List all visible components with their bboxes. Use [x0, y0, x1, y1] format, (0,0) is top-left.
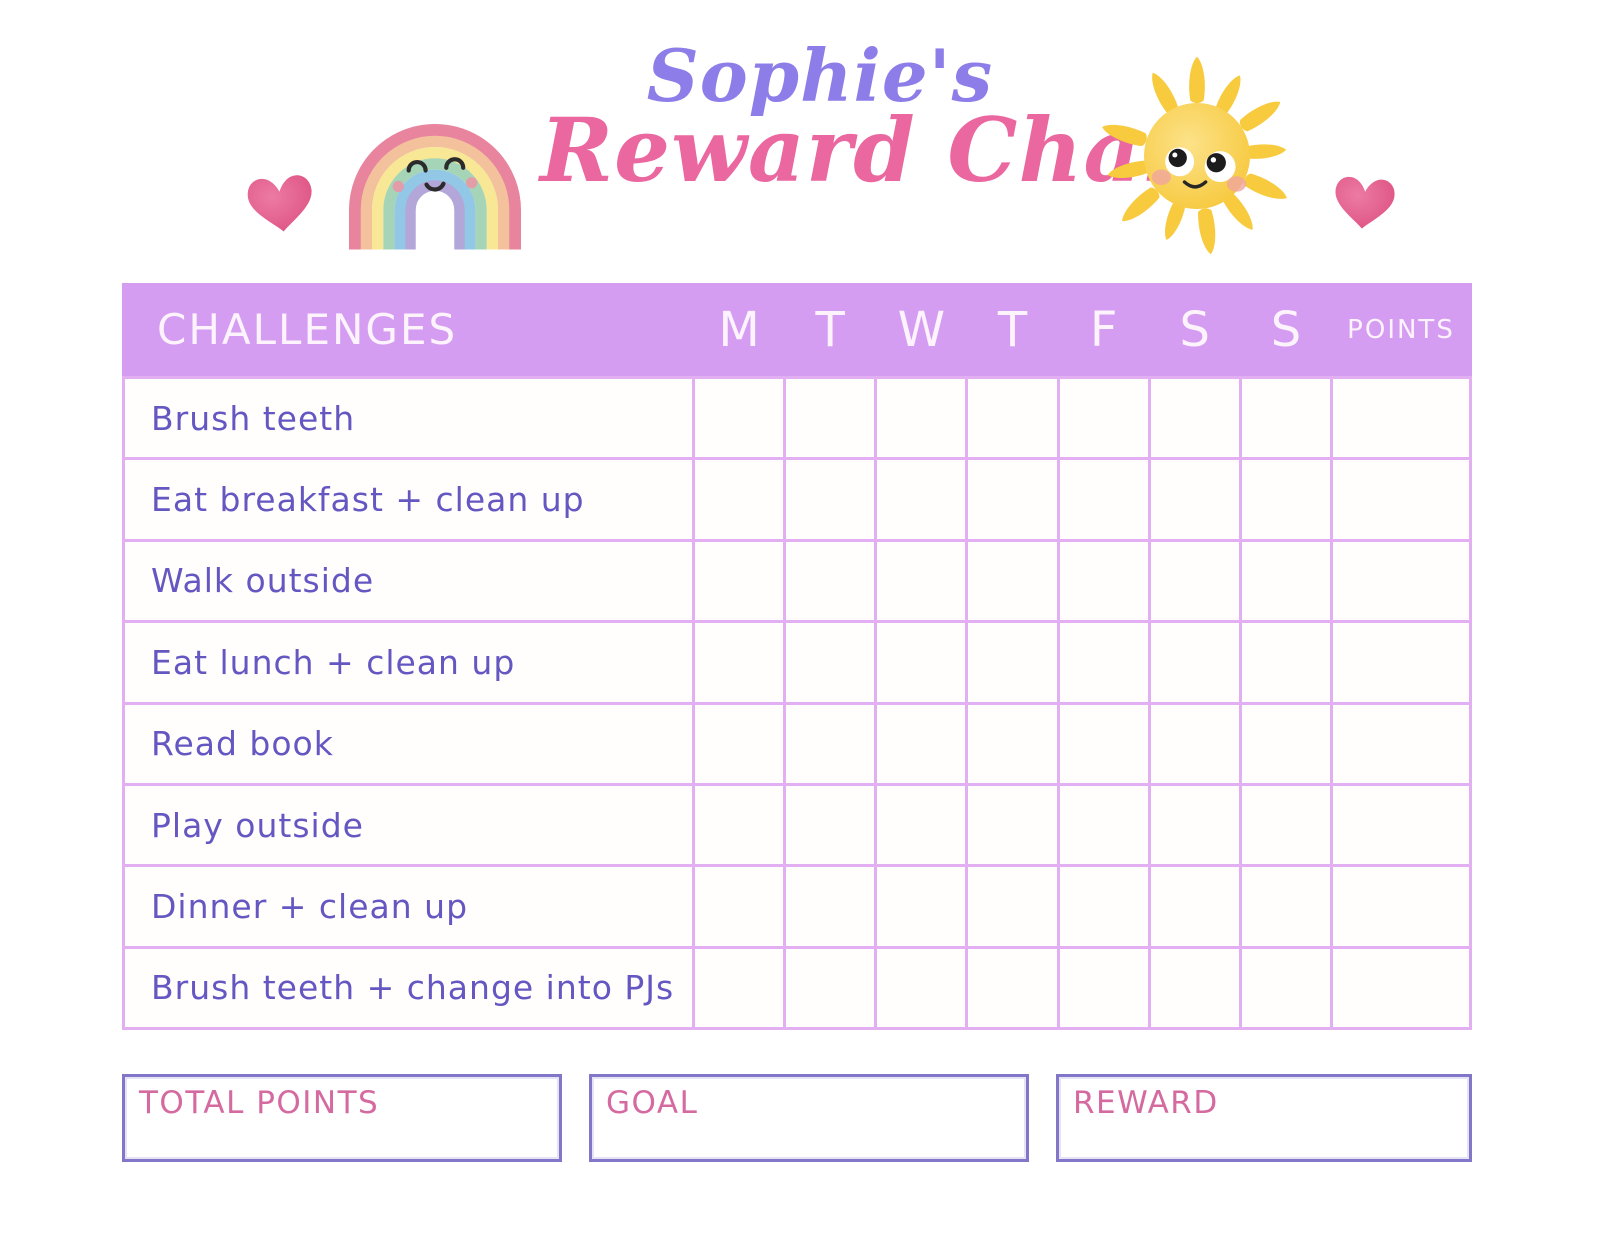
- day-cell[interactable]: [1150, 541, 1239, 621]
- day-cell[interactable]: [1150, 948, 1239, 1027]
- challenge-label: Walk outside: [125, 541, 692, 621]
- challenge-label: Dinner + clean up: [125, 867, 692, 946]
- day-cell[interactable]: [968, 623, 1057, 702]
- day-cell[interactable]: [695, 785, 784, 865]
- points-header: POINTS: [1333, 286, 1469, 373]
- day-cell[interactable]: [786, 948, 875, 1027]
- table-body: Brush teeth Eat breakfast + clean up Walk …: [122, 376, 1472, 1030]
- day-cell[interactable]: [968, 785, 1057, 865]
- day-cell[interactable]: [1059, 379, 1148, 458]
- challenge-label: Brush teeth + change into PJs: [125, 948, 692, 1027]
- day-cell[interactable]: [1059, 948, 1148, 1027]
- reward-box[interactable]: REWARD: [1056, 1074, 1472, 1162]
- day-cell[interactable]: [968, 541, 1057, 621]
- day-cell[interactable]: [1241, 460, 1330, 539]
- page-title: Sophie's Reward Chart: [540, 33, 1231, 202]
- challenge-label: Brush teeth: [125, 379, 692, 458]
- day-cell[interactable]: [1150, 704, 1239, 783]
- points-cell[interactable]: [1333, 867, 1469, 946]
- day-cell[interactable]: [695, 460, 784, 539]
- day-cell[interactable]: [877, 867, 966, 946]
- day-header-wednesday: W: [877, 286, 966, 373]
- day-cell[interactable]: [695, 948, 784, 1027]
- day-cell[interactable]: [1150, 460, 1239, 539]
- table-header: CHALLENGES M T W T F S S POINTS: [122, 283, 1472, 376]
- day-cell[interactable]: [1059, 867, 1148, 946]
- day-cell[interactable]: [786, 867, 875, 946]
- day-cell[interactable]: [786, 460, 875, 539]
- day-cell[interactable]: [877, 460, 966, 539]
- day-cell[interactable]: [1150, 623, 1239, 702]
- points-cell[interactable]: [1333, 623, 1469, 702]
- goal-box[interactable]: GOAL: [589, 1074, 1029, 1162]
- day-cell[interactable]: [1150, 379, 1239, 458]
- day-cell[interactable]: [968, 948, 1057, 1027]
- day-header-friday: F: [1059, 286, 1148, 373]
- sun-icon: [1099, 56, 1291, 256]
- heart-icon: [247, 175, 312, 232]
- points-cell[interactable]: [1333, 541, 1469, 621]
- day-header-tuesday: T: [786, 286, 875, 373]
- day-cell[interactable]: [877, 623, 966, 702]
- day-cell[interactable]: [695, 541, 784, 621]
- day-cell[interactable]: [786, 704, 875, 783]
- challenge-label: Read book: [125, 704, 692, 783]
- challenge-label: Eat lunch + clean up: [125, 623, 692, 702]
- day-cell[interactable]: [1241, 704, 1330, 783]
- day-cell[interactable]: [1241, 379, 1330, 458]
- day-cell[interactable]: [968, 704, 1057, 783]
- day-cell[interactable]: [1059, 785, 1148, 865]
- points-cell[interactable]: [1333, 379, 1469, 458]
- day-cell[interactable]: [877, 948, 966, 1027]
- day-header-saturday: S: [1150, 286, 1239, 373]
- day-cell[interactable]: [1241, 948, 1330, 1027]
- day-cell[interactable]: [1241, 785, 1330, 865]
- day-cell[interactable]: [786, 785, 875, 865]
- day-cell[interactable]: [1059, 541, 1148, 621]
- points-cell[interactable]: [1333, 704, 1469, 783]
- day-cell[interactable]: [786, 379, 875, 458]
- day-cell[interactable]: [968, 867, 1057, 946]
- day-cell[interactable]: [1059, 460, 1148, 539]
- day-cell[interactable]: [786, 623, 875, 702]
- day-cell[interactable]: [877, 379, 966, 458]
- points-cell[interactable]: [1333, 948, 1469, 1027]
- day-cell[interactable]: [695, 623, 784, 702]
- day-cell[interactable]: [695, 379, 784, 458]
- day-cell[interactable]: [1241, 623, 1330, 702]
- day-cell[interactable]: [877, 785, 966, 865]
- challenges-header: CHALLENGES: [125, 286, 692, 373]
- goal-label: GOAL: [606, 1085, 699, 1121]
- day-cell[interactable]: [1241, 541, 1330, 621]
- points-cell[interactable]: [1333, 785, 1469, 865]
- day-cell[interactable]: [1241, 867, 1330, 946]
- day-cell[interactable]: [1150, 785, 1239, 865]
- total-points-box[interactable]: TOTAL POINTS: [122, 1074, 562, 1162]
- points-cell[interactable]: [1333, 460, 1469, 539]
- day-header-sunday: S: [1241, 286, 1330, 373]
- rainbow-icon: [348, 123, 522, 250]
- day-cell[interactable]: [786, 541, 875, 621]
- challenge-label: Play outside: [125, 785, 692, 865]
- day-header-thursday: T: [968, 286, 1057, 373]
- day-cell[interactable]: [695, 867, 784, 946]
- day-cell[interactable]: [968, 460, 1057, 539]
- day-cell[interactable]: [1059, 704, 1148, 783]
- day-cell[interactable]: [877, 541, 966, 621]
- day-cell[interactable]: [1150, 867, 1239, 946]
- day-cell[interactable]: [1059, 623, 1148, 702]
- total-points-label: TOTAL POINTS: [139, 1085, 380, 1121]
- day-header-monday: M: [695, 286, 784, 373]
- day-cell[interactable]: [695, 704, 784, 783]
- heart-icon: [1335, 176, 1395, 229]
- day-cell[interactable]: [968, 379, 1057, 458]
- reward-label: REWARD: [1073, 1085, 1219, 1121]
- day-cell[interactable]: [877, 704, 966, 783]
- challenge-label: Eat breakfast + clean up: [125, 460, 692, 539]
- title-chart: Reward Chart: [540, 98, 1231, 202]
- title-name: Sophie's: [646, 33, 994, 118]
